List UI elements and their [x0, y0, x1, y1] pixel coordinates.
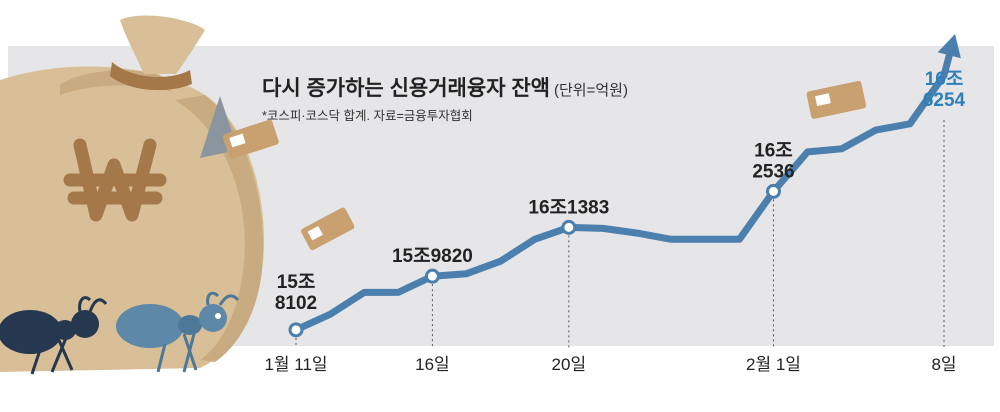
banknote-icon — [806, 80, 867, 119]
data-label: 16조1383 — [528, 197, 609, 218]
x-tick-label: 16일 — [415, 355, 450, 374]
banknote-icon — [222, 119, 279, 159]
data-label: 16조 6254 — [923, 69, 966, 111]
series-arrowhead — [937, 34, 961, 59]
data-label: 15조9820 — [392, 246, 473, 267]
x-tick-label: 1월 11일 — [264, 355, 327, 374]
data-point — [765, 183, 781, 199]
ant-icon — [0, 296, 108, 375]
series-line — [292, 51, 953, 334]
x-tick-label: 2월 1일 — [746, 355, 801, 374]
data-label: 15조 8102 — [275, 272, 317, 314]
data-point — [561, 219, 577, 235]
data-point — [288, 322, 304, 338]
banknote-icon — [301, 207, 355, 251]
won-symbol-icon — [63, 138, 167, 222]
x-tick-label: 8일 — [931, 355, 956, 374]
data-label: 16조 2536 — [752, 140, 794, 182]
data-point — [424, 268, 440, 284]
chart-note: *코스피·코스닥 합계. 자료=금융투자협회 — [262, 109, 473, 123]
chart-unit: (단위=억원) — [554, 82, 628, 99]
x-tick-label: 20일 — [552, 355, 587, 374]
ant-icon — [116, 291, 240, 373]
chart-title: 다시 증가하는 신용거래융자 잔액 — [262, 77, 550, 100]
